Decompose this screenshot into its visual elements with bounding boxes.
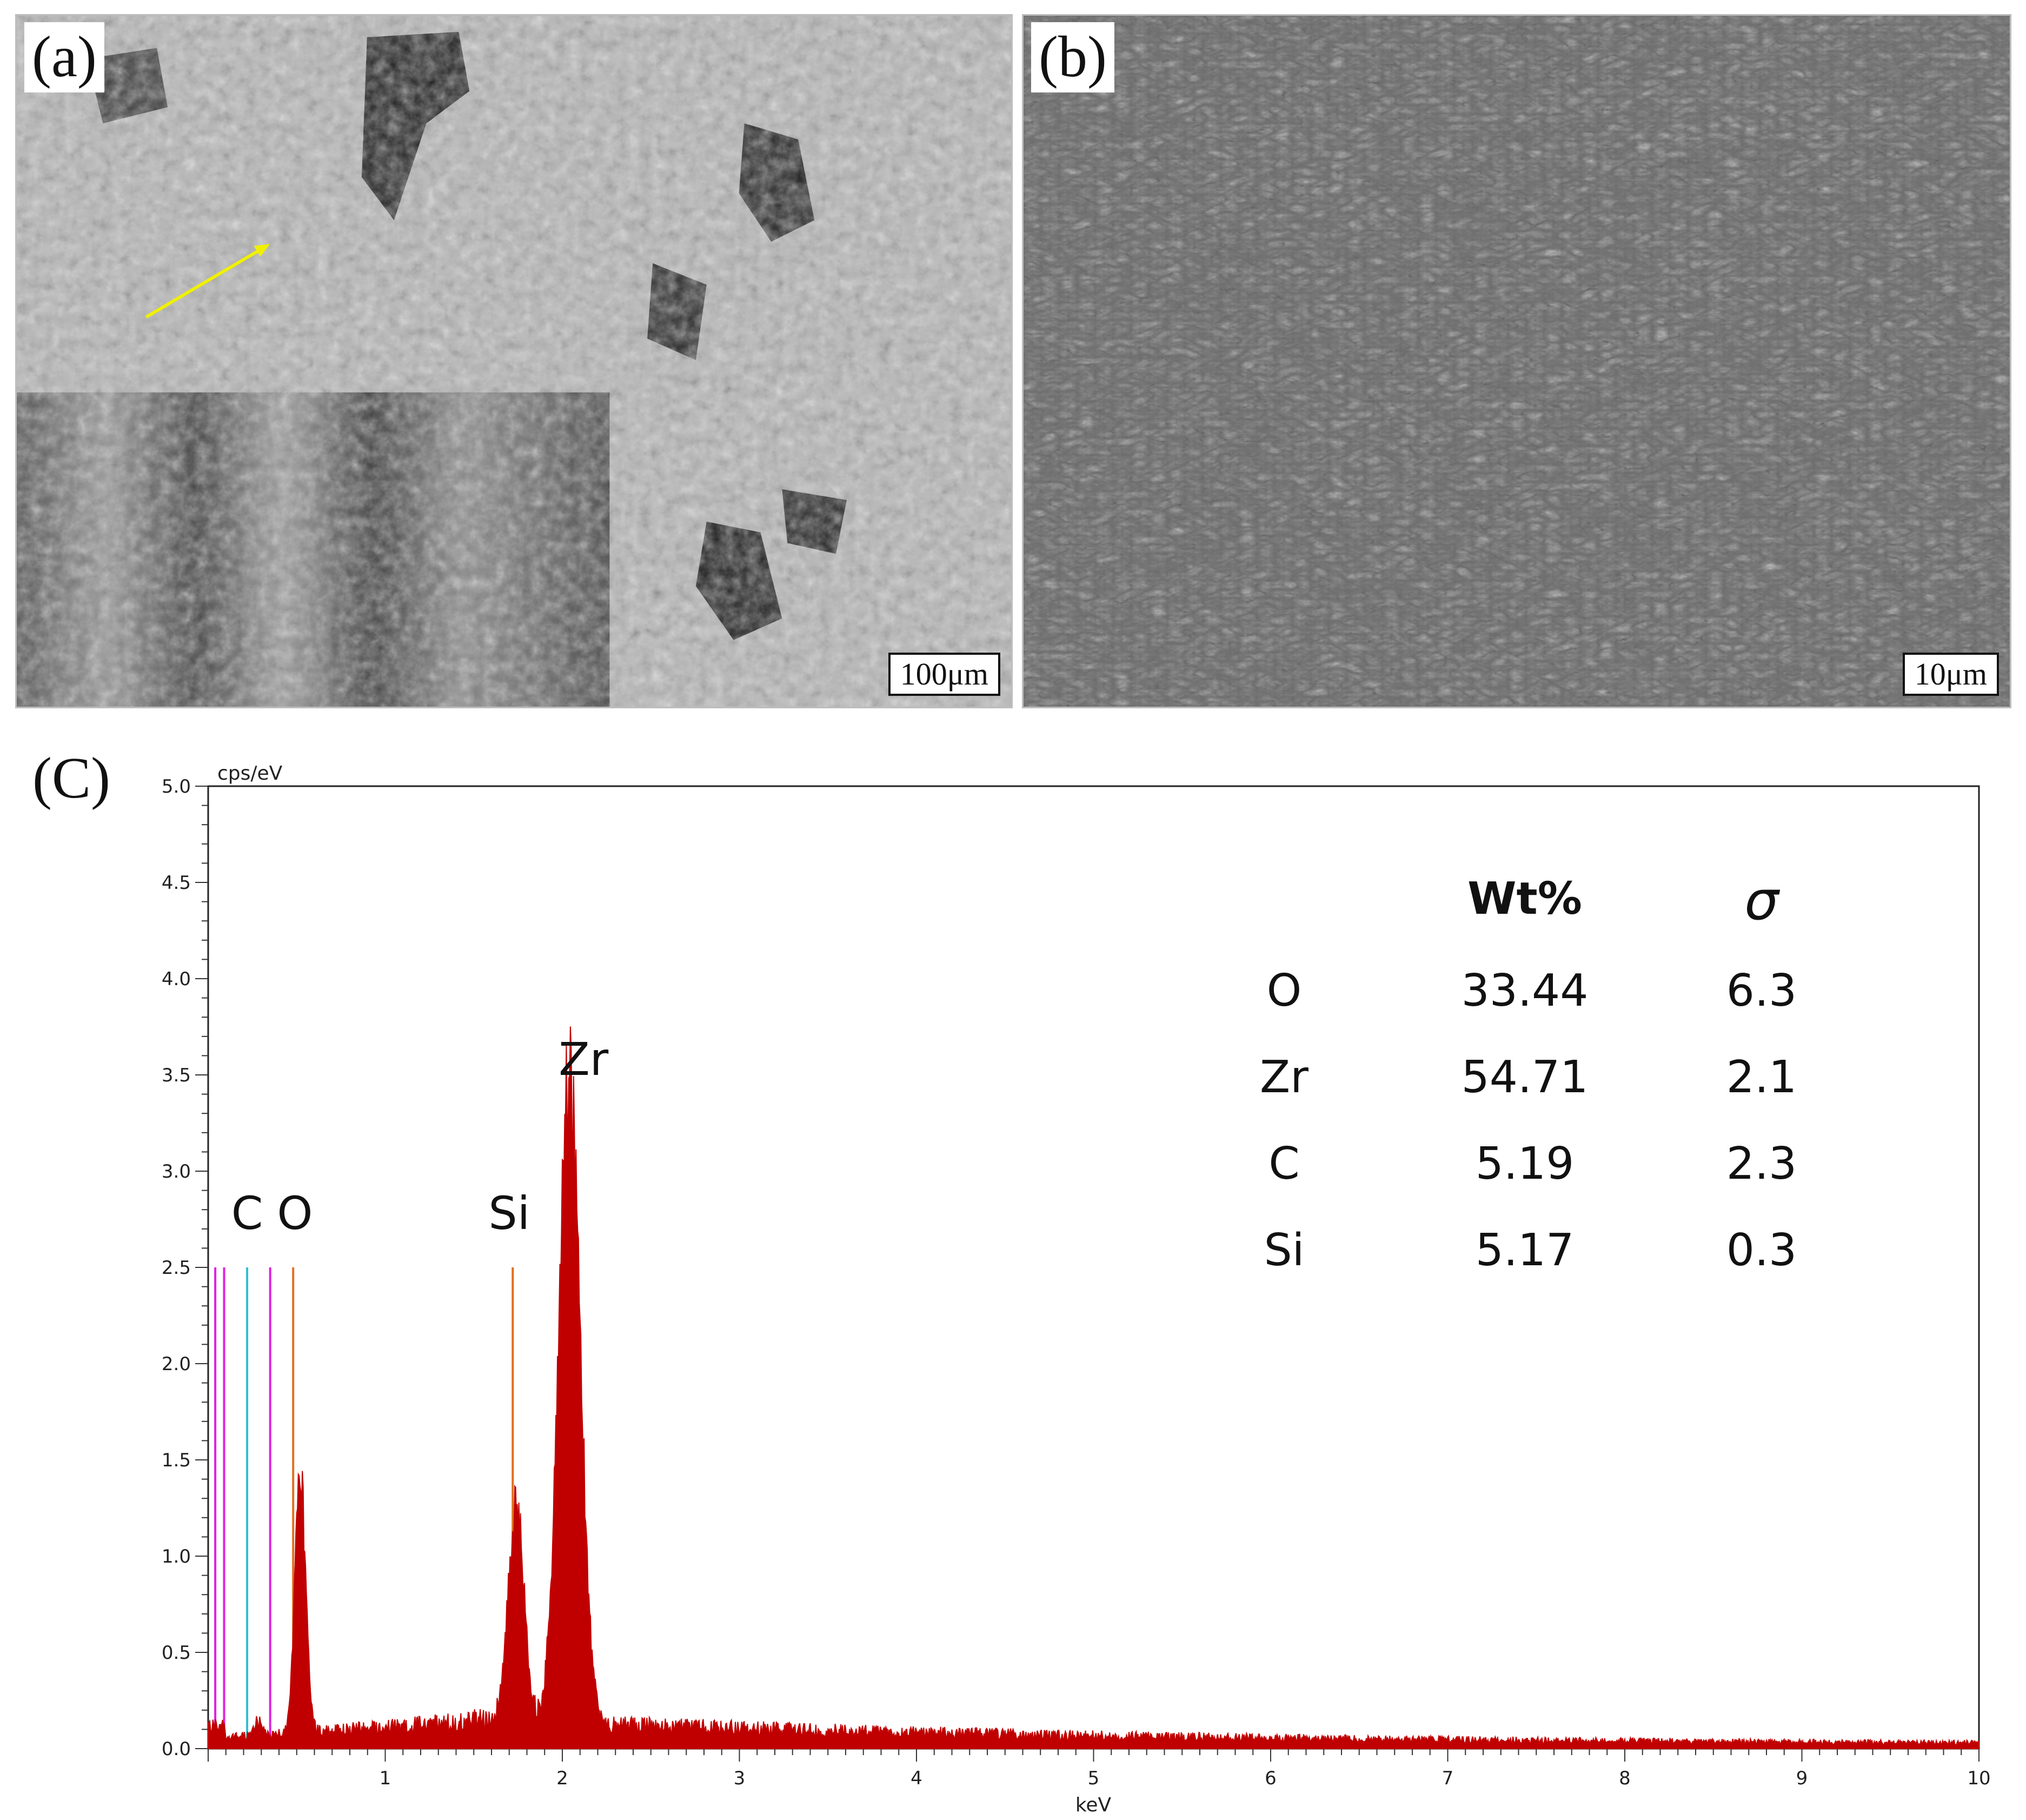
table-cell: 6.3 <box>1726 965 1797 1017</box>
x-tick-label: 6 <box>1265 1768 1277 1789</box>
table-cell: 0.3 <box>1726 1225 1797 1276</box>
x-axis-label: keV <box>1075 1794 1112 1816</box>
table-cell: 2.3 <box>1726 1138 1797 1190</box>
x-tick-label: 10 <box>1967 1768 1990 1789</box>
peak-label: C <box>231 1187 263 1240</box>
y-tick-label: 0.0 <box>162 1738 191 1760</box>
y-tick-label: 0.5 <box>162 1642 191 1664</box>
plot-frame <box>207 785 1980 1750</box>
arrow-indicator <box>145 245 266 318</box>
table-cell: 5.19 <box>1476 1138 1575 1190</box>
peak-label: Si <box>488 1187 530 1240</box>
y-tick-label: 2.0 <box>162 1353 191 1375</box>
y-tick-label: 5.0 <box>162 776 191 798</box>
table-cell: 33.44 <box>1462 965 1589 1017</box>
x-tick-label: 9 <box>1796 1768 1808 1789</box>
peak-label: Zr <box>559 1033 609 1086</box>
y-tick-label: 4.5 <box>162 872 191 894</box>
table-cell: 2.1 <box>1726 1052 1797 1103</box>
table-header-wt: Wt% <box>1467 873 1582 925</box>
x-tick-label: 2 <box>556 1768 568 1789</box>
table-header-sigma: σ <box>1744 869 1780 932</box>
table-cell: Si <box>1264 1225 1305 1276</box>
table-cell: 54.71 <box>1462 1052 1589 1103</box>
y-tick-label: 2.5 <box>162 1257 191 1279</box>
element-marker-lines <box>214 1267 514 1749</box>
y-tick-label: 3.0 <box>162 1161 191 1183</box>
peak-labels: C O Si Zr <box>231 1033 609 1240</box>
x-axis: 1 2 3 4 5 6 7 8 9 10 <box>208 1749 1991 1789</box>
y-tick-label: 3.5 <box>162 1065 191 1086</box>
x-tick-label: 7 <box>1442 1768 1454 1789</box>
y-tick-label: 1.0 <box>162 1546 191 1567</box>
sem-image-panel-b: (b) 10μm <box>1022 14 2011 708</box>
y-axis-unit-label: cps/eV <box>217 762 283 785</box>
x-tick-label: 3 <box>734 1768 746 1789</box>
chart-panel-label: (C) <box>32 746 110 811</box>
eds-spectrum-chart: 0.0 0.5 1.0 1.5 2.0 2.5 3.0 3.5 4.0 4.5 5.0 1 2 3 4 5 6… <box>162 762 1991 1816</box>
panel-label-b: (b) <box>1031 22 1114 92</box>
table-cell: 5.17 <box>1476 1225 1575 1276</box>
x-tick-label: 4 <box>911 1768 922 1789</box>
sem-texture-a <box>17 16 1011 707</box>
y-axis: 0.0 0.5 1.0 1.5 2.0 2.5 3.0 3.5 4.0 4.5 5.0 <box>162 776 208 1760</box>
scale-bar-b: 10μm <box>1902 653 1999 696</box>
y-tick-label: 1.5 <box>162 1450 191 1471</box>
x-tick-label: 8 <box>1619 1768 1631 1789</box>
table-cell: Zr <box>1260 1052 1308 1103</box>
sem-texture-b <box>1024 16 2010 707</box>
sem-image-panel-a: (a) 100μm <box>15 14 1013 708</box>
composition-table: Wt% σ O 33.44 6.3 Zr 54.71 2.1 C 5.19 2.3 Si 5.17 0.3 <box>1260 869 1797 1276</box>
table-cell: C <box>1268 1138 1299 1190</box>
x-tick-label: 1 <box>380 1768 391 1789</box>
spectrum-series <box>208 1026 1979 1749</box>
scale-bar-a: 100μm <box>888 653 1000 696</box>
x-tick-label: 5 <box>1088 1768 1100 1789</box>
panel-label-a: (a) <box>24 22 104 92</box>
table-cell: O <box>1267 965 1302 1017</box>
peak-label: O <box>277 1187 313 1240</box>
y-tick-label: 4.0 <box>162 968 191 990</box>
